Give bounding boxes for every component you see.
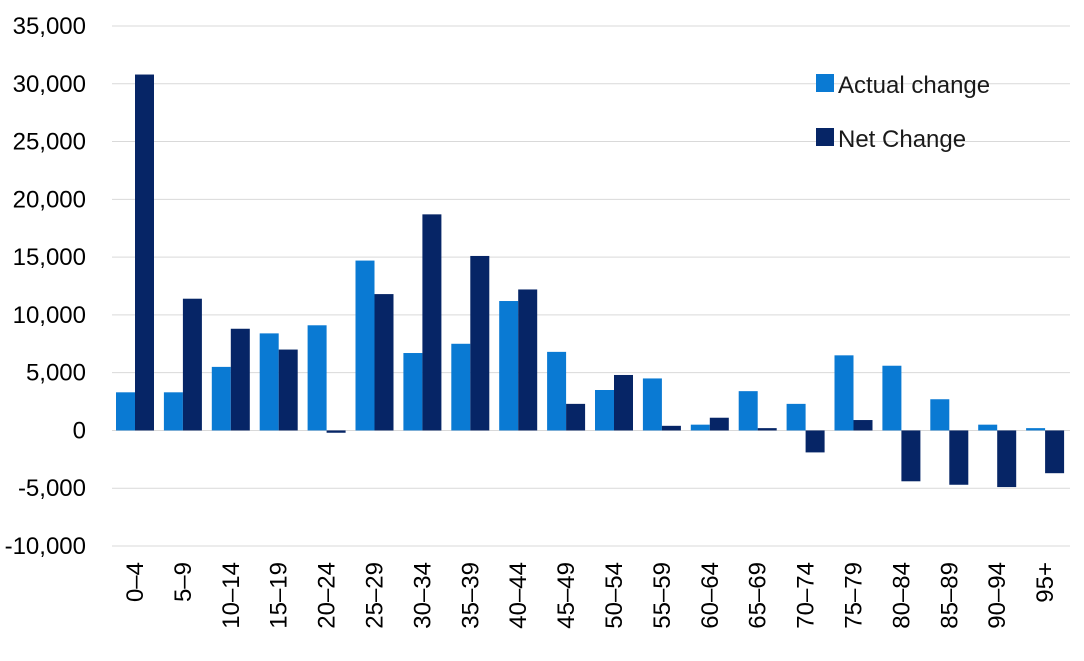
- x-tick-label: 5–9: [170, 562, 197, 602]
- bar-net-change: [470, 255, 490, 431]
- bar-actual-change: [547, 351, 567, 431]
- grid-lines: [112, 25, 1070, 547]
- x-tick-label: 40–44: [505, 562, 532, 629]
- x-tick-label: 90–94: [984, 562, 1011, 629]
- x-tick-label: 15–19: [266, 562, 293, 629]
- bar-actual-change: [738, 391, 758, 431]
- bar-net-change: [278, 349, 298, 431]
- bar-net-change: [997, 430, 1017, 488]
- bar-net-change: [230, 328, 250, 431]
- x-tick-label: 30–34: [409, 562, 436, 629]
- legend-label-actual-change: Actual change: [838, 72, 990, 99]
- y-tick-label: -5,000: [18, 475, 86, 502]
- x-tick-label: 50–54: [601, 562, 628, 629]
- bar-actual-change: [403, 353, 423, 431]
- x-tick-label: 60–64: [697, 562, 724, 629]
- y-axis-tick-labels: 35,000 30,000 25,000 20,000 15,000 10,000 5,00…: [5, 13, 86, 560]
- bar-net-change: [661, 425, 681, 431]
- bar-net-change: [709, 417, 729, 431]
- legend-label-net-change: Net Change: [838, 126, 966, 153]
- x-tick-label: 95+: [1032, 562, 1059, 603]
- bar-net-change: [949, 430, 969, 485]
- bar-actual-change: [451, 343, 471, 431]
- bar-actual-change: [834, 355, 854, 431]
- bar-net-change: [1045, 430, 1065, 474]
- y-tick-label: -10,000: [5, 533, 86, 560]
- bar-net-change: [566, 403, 586, 431]
- bar-net-change: [614, 374, 633, 431]
- bar-actual-change: [499, 301, 519, 431]
- x-tick-label: 45–49: [553, 562, 580, 629]
- x-tick-label: 75–79: [841, 562, 868, 629]
- bar-net-change: [374, 294, 394, 431]
- y-tick-label: 5,000: [26, 360, 86, 387]
- bar-net-change: [757, 428, 777, 431]
- bar-net-change: [326, 430, 346, 433]
- bar-net-change: [422, 214, 442, 431]
- bar-actual-change: [978, 424, 998, 431]
- legend: Actual change Net Change: [816, 72, 990, 153]
- bar-net-change: [901, 430, 921, 482]
- x-tick-label: 55–59: [649, 562, 676, 629]
- x-axis-tick-labels: 0–4 5–9 10–14 15–19 20–24 25–29 30–34 35–39 40–4…: [122, 562, 1059, 629]
- bar-actual-change: [690, 424, 710, 431]
- x-tick-label: 10–14: [218, 562, 245, 629]
- bar-actual-change: [882, 365, 902, 431]
- bar-actual-change: [259, 333, 279, 431]
- bar-actual-change: [1026, 428, 1046, 431]
- bar-actual-change: [163, 392, 183, 431]
- bar-actual-change: [786, 403, 806, 431]
- y-tick-label: 0: [73, 417, 86, 444]
- y-tick-label: 25,000: [13, 129, 86, 156]
- x-tick-label: 80–84: [888, 562, 915, 629]
- y-tick-label: 20,000: [13, 186, 86, 213]
- legend-swatch-net-change: [816, 128, 834, 146]
- x-tick-label: 25–29: [362, 562, 389, 629]
- x-tick-label: 35–39: [457, 562, 484, 629]
- bar-actual-change: [211, 366, 231, 431]
- x-tick-label: 0–4: [122, 562, 149, 602]
- bar-net-change: [805, 430, 825, 453]
- bar-actual-change: [642, 378, 662, 431]
- x-tick-label: 65–69: [745, 562, 772, 629]
- y-tick-label: 10,000: [13, 302, 86, 329]
- bar-actual-change: [355, 260, 375, 431]
- x-tick-label: 70–74: [793, 562, 820, 629]
- legend-swatch-actual-change: [816, 74, 834, 92]
- bar-net-change: [518, 289, 538, 431]
- y-tick-label: 35,000: [13, 13, 86, 40]
- x-tick-label: 20–24: [314, 562, 341, 629]
- bar-actual-change: [930, 399, 950, 431]
- bar-actual-change: [307, 325, 327, 431]
- y-tick-label: 30,000: [13, 71, 86, 98]
- bar-net-change: [135, 74, 154, 431]
- bar-actual-change: [595, 390, 614, 431]
- bar-net-change: [182, 298, 202, 431]
- bar-net-change: [853, 420, 873, 431]
- bars: [116, 74, 1065, 488]
- bar-actual-change: [116, 392, 135, 431]
- x-tick-label: 85–89: [936, 562, 963, 629]
- y-tick-label: 15,000: [13, 244, 86, 271]
